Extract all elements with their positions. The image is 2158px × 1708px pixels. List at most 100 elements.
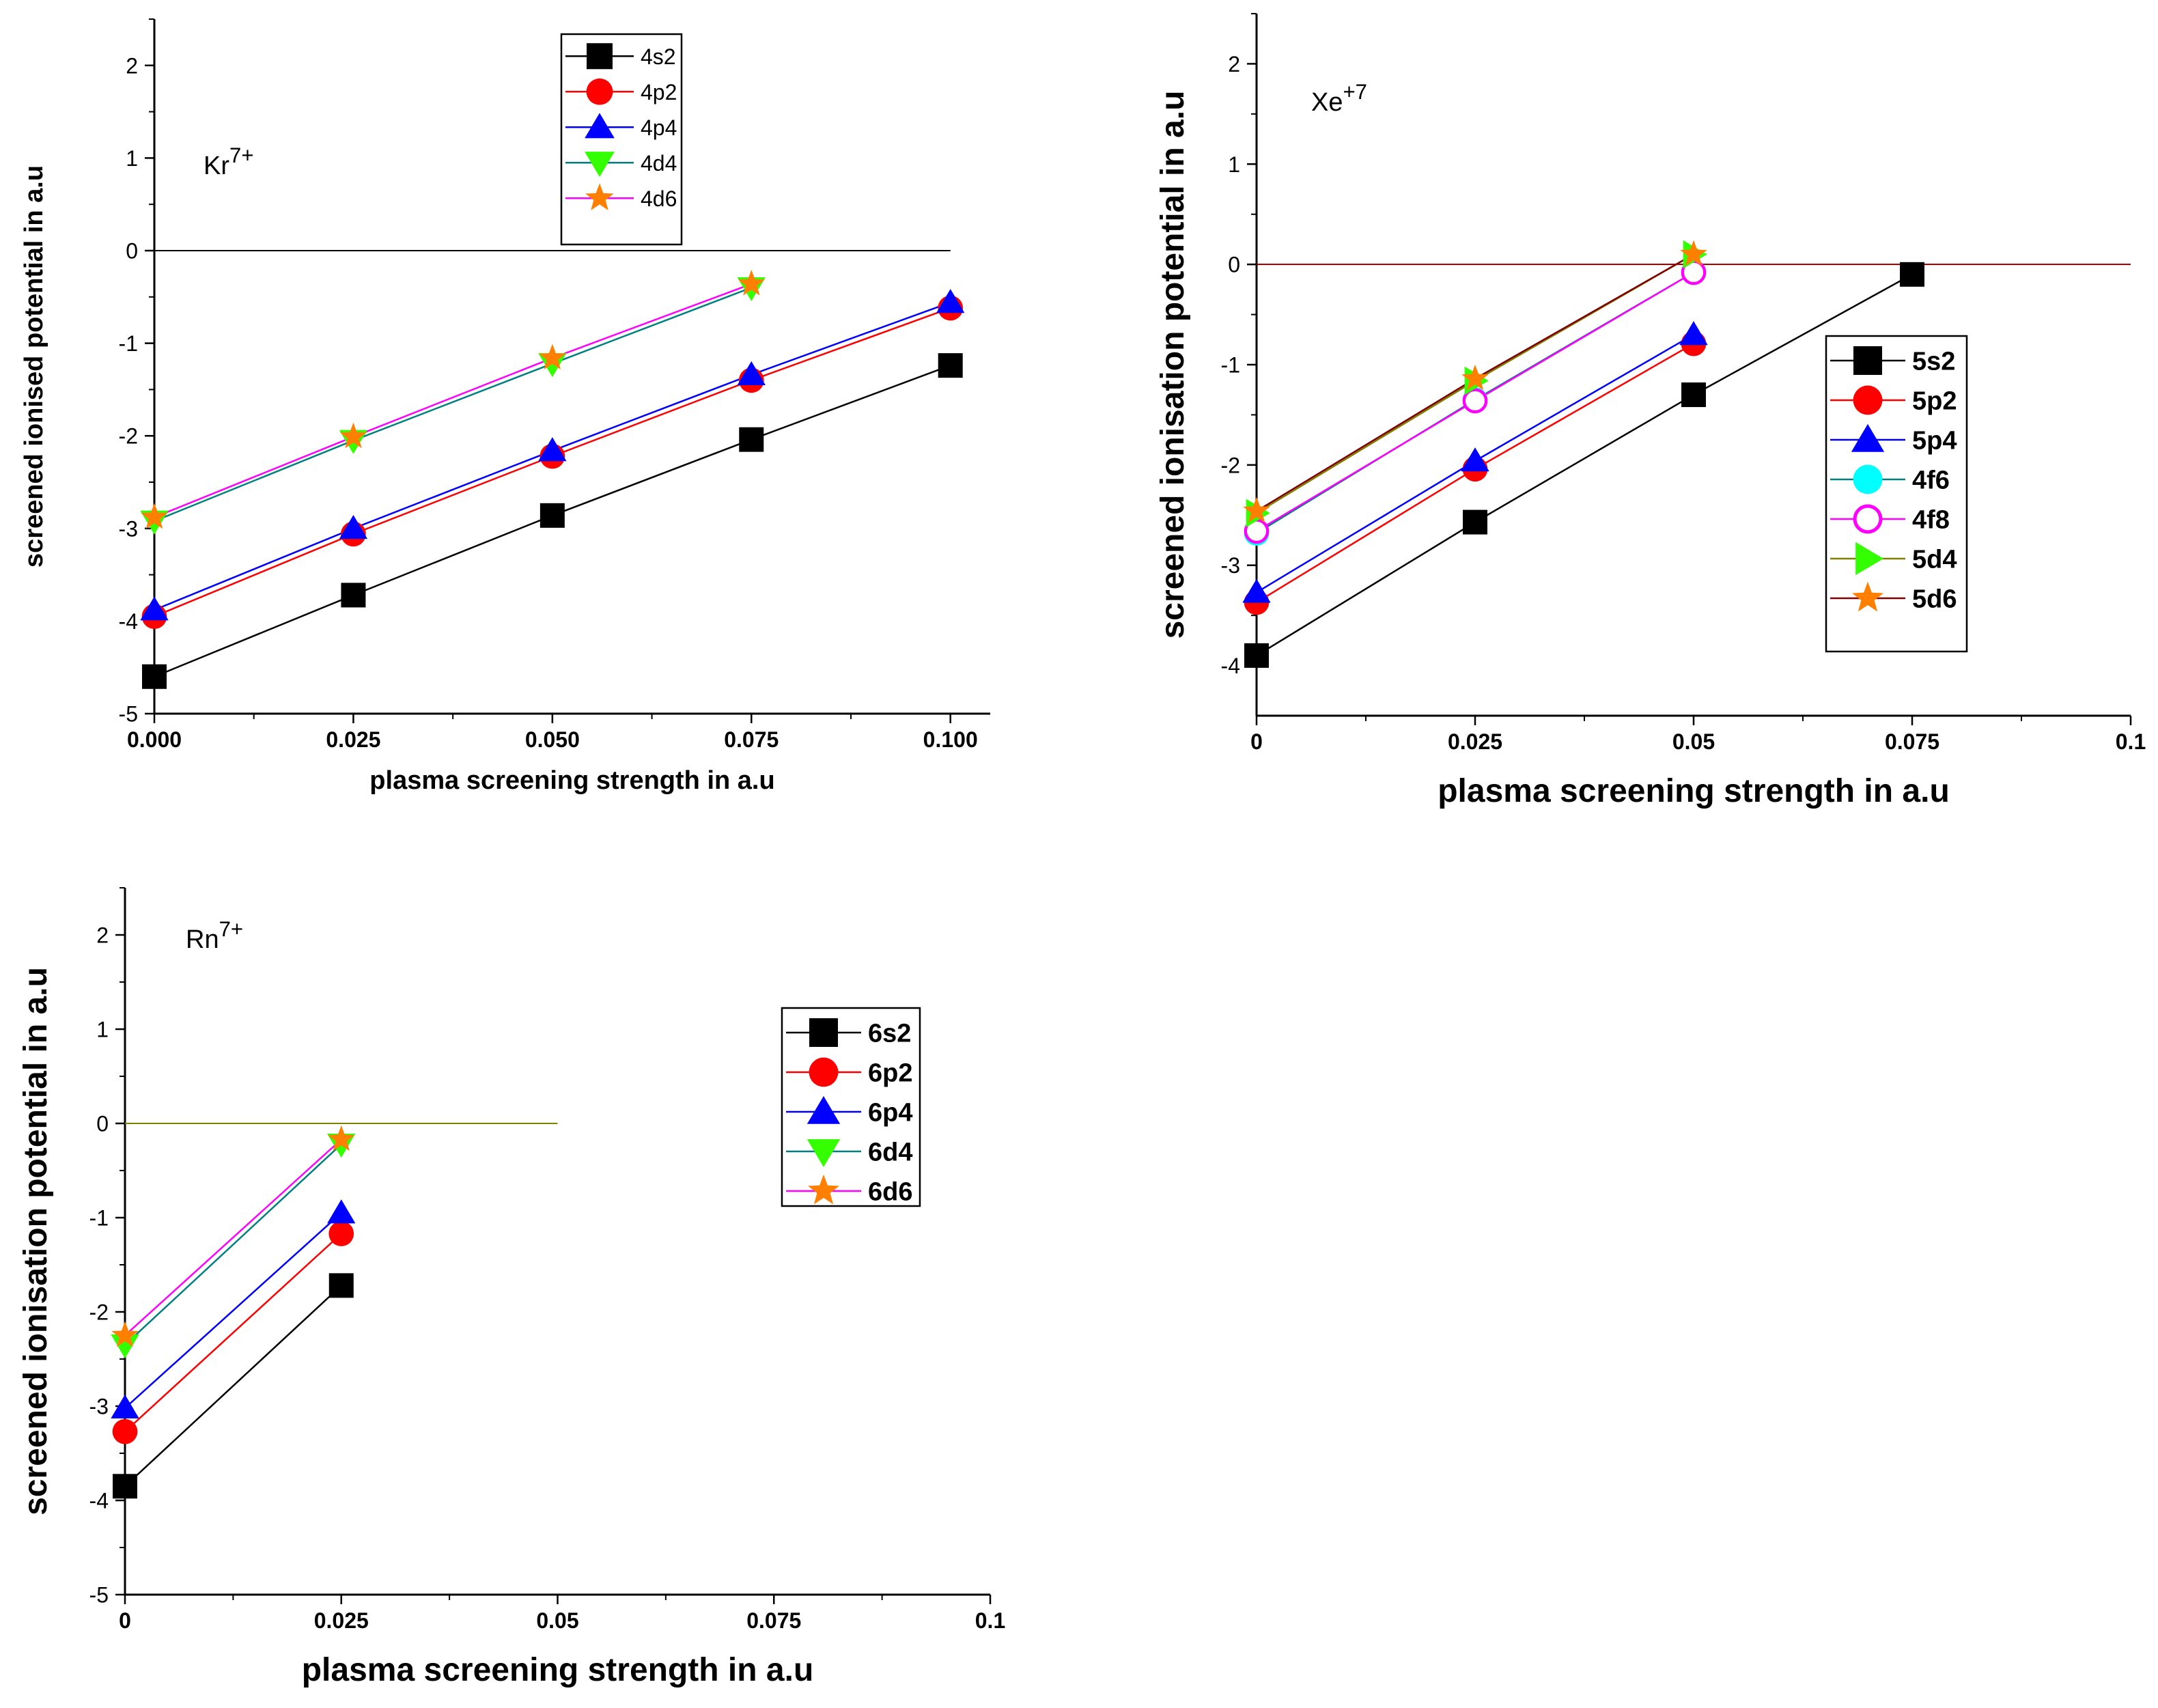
series-line-5s2 (1256, 273, 1913, 656)
y-tick-label: -2 (119, 424, 138, 449)
legend-label-5d4: 5d4 (1912, 546, 1957, 574)
legend-marker-4f8 (1853, 504, 1883, 534)
data-point-4s2 (739, 427, 764, 452)
legend-label-6p4: 6p4 (868, 1099, 912, 1128)
legend: 6s2 6p2 6p4 6d4 6d6 (781, 1007, 921, 1207)
x-axis-title: plasma screening strength in a.u (1438, 773, 1950, 809)
data-point-4p4 (737, 361, 766, 386)
y-tick-label: -1 (119, 331, 138, 356)
data-point-6s2 (113, 1474, 137, 1499)
legend-label-4f6: 4f6 (1912, 466, 1950, 495)
data-point-4d6 (141, 503, 168, 529)
series-line-6p4 (124, 1212, 342, 1409)
x-tick-label: 0.025 (1448, 729, 1502, 754)
legend: 5s2 5p2 5p4 4f6 4f8 5d4 5d6 (1825, 335, 1968, 653)
legend-marker-4d6 (585, 183, 614, 210)
data-point-4s2 (341, 583, 366, 608)
y-tick-label: 1 (96, 1018, 109, 1042)
x-tick-label: 0.075 (746, 1608, 801, 1633)
chart-panel-3: -5 -4 -3 -2 -1 0 1 2 0 0.025 0.05 0.075 0.1 plasma sc… (18, 887, 1005, 1688)
x-tick-label: 0.025 (314, 1608, 369, 1633)
y-axis-title: screened ionisation potential in a.u (18, 967, 54, 1515)
data-point-5p4 (1242, 578, 1271, 603)
series-line-6s2 (124, 1285, 342, 1487)
data-point-4s2 (540, 503, 565, 528)
series-line-4d6 (154, 283, 752, 518)
legend-label-4d4: 4d4 (641, 151, 677, 176)
data-point-6d6 (111, 1321, 139, 1347)
x-tick-label: 0.025 (326, 727, 380, 752)
data-point-4d6 (339, 422, 367, 449)
legend-label-6d6: 6d6 (868, 1178, 912, 1207)
y-tick-label: 0 (96, 1112, 109, 1136)
legend-label-6s2: 6s2 (868, 1020, 911, 1048)
y-tick-label: 2 (126, 53, 138, 78)
data-point-5s2 (1463, 509, 1487, 535)
legend-label-4f8: 4f8 (1912, 506, 1950, 535)
legend-box (560, 33, 683, 246)
legend-label-6p2: 6p2 (868, 1059, 912, 1088)
panel-annotation-sup: 7+ (219, 917, 244, 941)
data-point-5p4 (1461, 447, 1489, 472)
data-point-5d6 (1461, 364, 1489, 391)
series-line-6d4 (124, 1143, 342, 1346)
data-point-4s2 (142, 664, 167, 689)
legend-marker-4p2 (586, 78, 613, 105)
legend-label-5d6: 5d6 (1912, 585, 1957, 614)
series-line-6d6 (124, 1138, 342, 1336)
legend-marker-5d4 (1855, 542, 1884, 576)
legend-marker-4p4 (585, 113, 615, 139)
series-line-6p2 (124, 1233, 342, 1433)
data-point-4d6 (738, 270, 765, 296)
legend-label-6d4: 6d4 (868, 1138, 912, 1167)
data-point-6p2 (112, 1418, 138, 1444)
data-point-4d6 (539, 344, 566, 369)
x-tick-label: 0.1 (2116, 729, 2146, 754)
data-point-6s2 (328, 1273, 354, 1298)
y-tick-label: 0 (1228, 253, 1240, 277)
series-line-4d4 (154, 287, 752, 522)
y-tick-label: 1 (1228, 152, 1240, 177)
legend-marker-4f6 (1853, 464, 1883, 494)
y-tick-label: 2 (96, 923, 109, 948)
y-tick-label: -5 (89, 1583, 109, 1608)
y-tick-label: -3 (89, 1395, 109, 1419)
legend-label-4p4: 4p4 (641, 115, 677, 140)
legend-label-5p4: 5p4 (1912, 427, 1957, 456)
data-point-6p4 (111, 1394, 139, 1419)
panel-annotation-sup: +7 (1343, 80, 1367, 104)
x-tick-label: 0.1 (975, 1608, 1005, 1633)
data-point-4p4 (538, 437, 567, 462)
data-point-5s2 (1244, 643, 1269, 668)
y-tick-label: 0 (126, 239, 138, 264)
y-tick-label: -4 (119, 609, 138, 634)
legend-marker-6d4 (807, 1139, 841, 1168)
x-tick-label: 0.075 (724, 727, 779, 752)
data-point-5p4 (1679, 321, 1708, 346)
x-tick-label: 0.05 (1672, 729, 1715, 754)
y-axis-title: screened ionisation potential in a.u (1155, 91, 1191, 639)
legend-marker-4d4 (585, 152, 615, 178)
legend-label-5s2: 5s2 (1912, 348, 1955, 376)
y-tick-label: -2 (89, 1300, 109, 1325)
data-point-6p2 (328, 1221, 354, 1246)
data-point-5d6 (1243, 496, 1270, 523)
legend-label-5p2: 5p2 (1912, 387, 1957, 416)
data-point-6d6 (328, 1125, 355, 1151)
data-point-5d6 (1680, 240, 1707, 266)
data-point-5s2 (1900, 262, 1924, 287)
x-tick-label: 0.075 (1885, 729, 1939, 754)
chart-panel-1: -5 -4 -3 -2 -1 0 1 2 0.000 0.025 0.050 0.075 0.100 pl… (20, 18, 990, 795)
y-tick-label: -3 (1221, 553, 1240, 578)
y-tick-label: 2 (1228, 52, 1240, 76)
legend-marker-4s2 (587, 43, 613, 70)
x-axis-title: plasma screening strength in a.u (302, 1652, 814, 1688)
data-point-4p4 (140, 596, 169, 621)
y-axis-title: screened ionised potential in a.u (20, 165, 48, 568)
legend-label-4d6: 4d6 (641, 186, 677, 211)
data-point-4d4 (538, 353, 567, 378)
legend-label-4p2: 4p2 (641, 80, 677, 104)
x-tick-label: 0.100 (923, 727, 978, 752)
panel-annotation: Xe+7 (1311, 80, 1367, 117)
chart-panel-2: -4 -3 -2 -1 0 1 2 0 0.025 0.05 0.075 0.1 plasma scre… (1155, 13, 2146, 809)
